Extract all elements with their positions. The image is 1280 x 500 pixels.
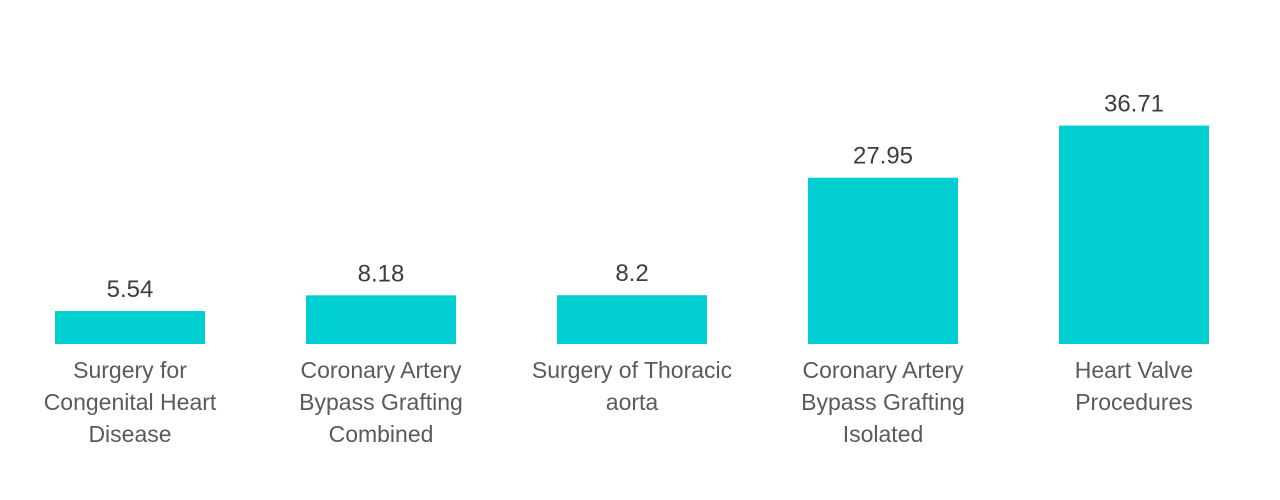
bar xyxy=(306,295,456,344)
x-tick-label: Coronary Artery xyxy=(802,357,964,383)
bar xyxy=(1059,125,1209,344)
x-tick-label: Combined xyxy=(329,421,434,447)
bar xyxy=(55,311,205,344)
bar-value-label: 8.2 xyxy=(615,260,648,287)
x-tick-label: Coronary Artery xyxy=(300,357,462,383)
x-tick-label: Surgery of Thoracic xyxy=(532,357,732,383)
x-tick-label: aorta xyxy=(606,389,659,415)
x-tick-label: Bypass Grafting xyxy=(299,389,463,415)
x-tick-label: Isolated xyxy=(843,421,924,447)
x-tick-label: Surgery for xyxy=(73,357,187,383)
bar-value-label: 5.54 xyxy=(107,276,154,303)
x-tick-label: Procedures xyxy=(1075,389,1193,415)
x-tick-label: Disease xyxy=(88,421,171,447)
x-tick-label: Heart Valve xyxy=(1075,357,1193,383)
x-tick-label: Bypass Grafting xyxy=(801,389,965,415)
bar xyxy=(808,177,958,344)
bar-value-label: 8.18 xyxy=(358,260,405,287)
bar-value-label: 36.71 xyxy=(1104,91,1164,118)
bar xyxy=(557,295,707,344)
x-tick-label: Congenital Heart xyxy=(44,389,217,415)
bar-value-label: 27.95 xyxy=(853,143,913,170)
